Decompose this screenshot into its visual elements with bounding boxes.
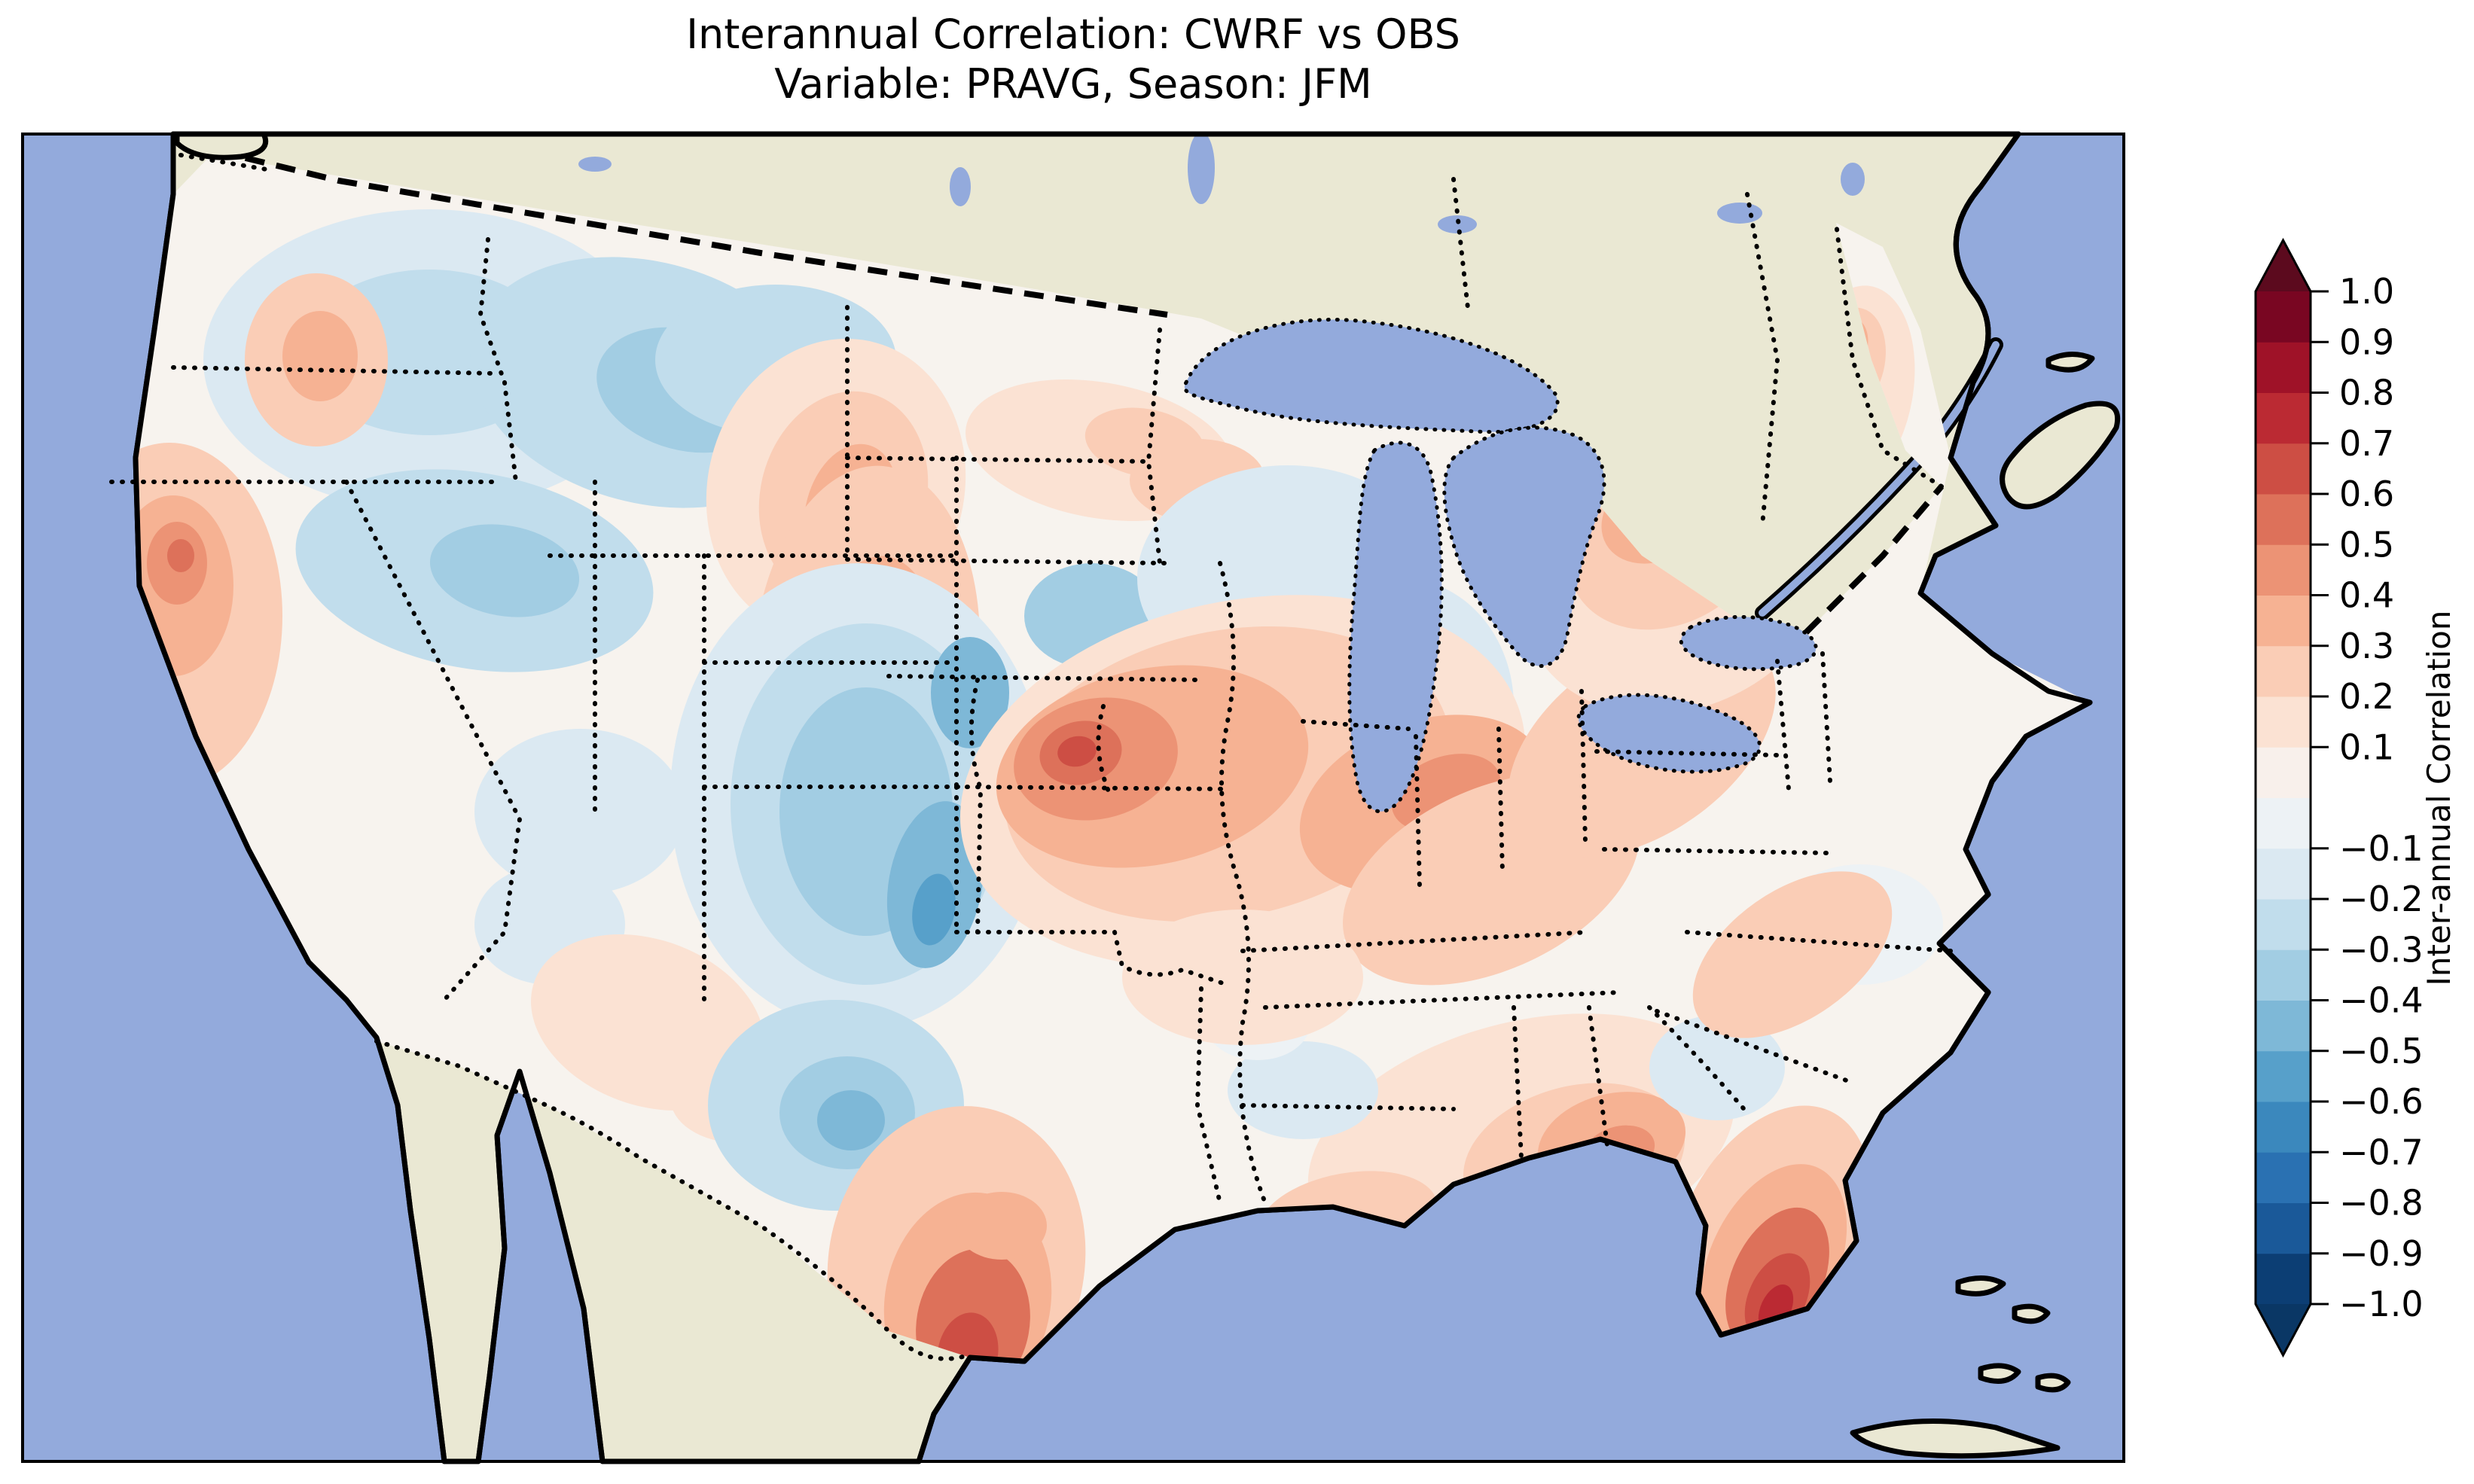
map-panel (21, 131, 2125, 1464)
colorbar-segment (2256, 696, 2311, 748)
canada-province-border-2 (1451, 177, 1471, 317)
strait-of-juan-de-fuca (178, 153, 273, 172)
prince-edward-island (2045, 352, 2095, 373)
colorbar-tick-label: 0.7 (2339, 423, 2394, 464)
colorbar-tick-label: 0.1 (2339, 727, 2394, 767)
colorbar-tick-label: −0.5 (2339, 1031, 2424, 1071)
colorbar-tick-label: 0.5 (2339, 524, 2394, 565)
us-canada-border (214, 148, 1168, 318)
colorbar-tick-label: −0.9 (2339, 1233, 2424, 1274)
colorbar-tick-label: 0.4 (2339, 575, 2394, 616)
colorbar-segment (2256, 1202, 2311, 1254)
colorbar-tick-label: 0.2 (2339, 676, 2394, 717)
colorbar-tick-label: −0.8 (2339, 1183, 2424, 1223)
lake-michigan (1347, 440, 1444, 814)
bahamas-3 (1978, 1363, 2021, 1384)
contour-blob (1122, 910, 1363, 1045)
contour-blob (429, 524, 580, 617)
colorbar-segment (2256, 341, 2311, 393)
figure-title-line2: Variable: PRAVG, Season: JFM (774, 60, 1371, 108)
contour-blob (1228, 1041, 1378, 1139)
colorbar-segment (2256, 443, 2311, 495)
colorbar-segment (2256, 291, 2311, 343)
colorbar-axis-label: Inter-annual Correlation (2421, 611, 2457, 986)
colorbar-segment (2256, 746, 2311, 798)
colorbar-segment (2256, 848, 2311, 900)
us-mexico-border (374, 1039, 970, 1361)
contour-blob (167, 539, 194, 572)
bahamas-2 (2012, 1303, 2051, 1324)
colorbar-segment (2256, 645, 2311, 697)
contour-blob (912, 873, 956, 946)
state-borders (109, 237, 1953, 1205)
great-lakes (1182, 318, 1818, 814)
map-frame (21, 133, 2125, 1463)
lake-ontario (1679, 614, 1818, 672)
colorbar: 1.0 0.9 0.8 0.7 0.6 0.5 0.4 0.3 0.2 0.1 −0.1 −0.2 −0… (2254, 237, 2424, 1358)
colorbar-tick-label: −0.4 (2339, 980, 2424, 1021)
colorbar-segment (2256, 1050, 2311, 1102)
colorbar-tick-label: −0.7 (2339, 1132, 2424, 1172)
colorbar-segment (2256, 1151, 2311, 1203)
colorbar-segment (2256, 595, 2311, 647)
vancouver-island (174, 131, 269, 160)
lake-huron (1442, 425, 1606, 668)
colorbar-tick-label: −0.6 (2339, 1081, 2424, 1122)
canada-province-border (1745, 192, 1780, 528)
bahamas-1 (1955, 1275, 2006, 1297)
colorbar-segment (2256, 1253, 2311, 1305)
contour-blob (931, 637, 1009, 748)
colorbar-tick-label: −0.1 (2339, 828, 2424, 869)
colorbar-tick-label: 0.6 (2339, 474, 2394, 514)
colorbar-segment (2256, 493, 2311, 545)
colorbar-over-arrow (2256, 240, 2311, 291)
contour-blob (1649, 1015, 1785, 1120)
colorbar-tick-label: −0.3 (2339, 929, 2424, 970)
colorbar-tick-label: −0.2 (2339, 879, 2424, 919)
colorbar-segment (2256, 544, 2311, 596)
colorbar-tick-label: −1.0 (2339, 1284, 2424, 1324)
colorbar-segment (2256, 1101, 2311, 1153)
colorbar-tick-label: 0.9 (2339, 321, 2394, 362)
contour-blob (1057, 736, 1097, 767)
colorbar-segment (2256, 797, 2311, 849)
colorbar-segment (2256, 1000, 2311, 1052)
us-canada-border-east (1804, 484, 1945, 635)
figure-title-line1: Interannual Correlation: CWRF vs OBS (686, 11, 1460, 58)
canada-lakes (578, 132, 1865, 233)
country-borders (214, 148, 1945, 1361)
colorbar-segment (2256, 392, 2311, 444)
contour-blob (282, 311, 358, 401)
cuba (1850, 1418, 2061, 1459)
contour-blob (474, 729, 685, 894)
bahamas-4 (2035, 1373, 2071, 1393)
nova-scotia (2000, 401, 2120, 510)
contour-blob (1692, 871, 1893, 1038)
maine-canada-border (1834, 221, 1944, 489)
colorbar-tick-label: 0.3 (2339, 626, 2394, 666)
colorbar-under-arrow (2256, 1304, 2311, 1355)
contour-blob (817, 1090, 885, 1150)
colorbar-tick-label: 0.8 (2339, 373, 2394, 413)
colorbar-tick-label: 1.0 (2339, 271, 2394, 312)
contour-blob (956, 1192, 1047, 1260)
colorbar-segment (2256, 949, 2311, 1001)
islands (174, 131, 2120, 1459)
lake-superior (1182, 318, 1560, 434)
colorbar-segment (2256, 898, 2311, 950)
contour-blob (937, 1312, 999, 1361)
